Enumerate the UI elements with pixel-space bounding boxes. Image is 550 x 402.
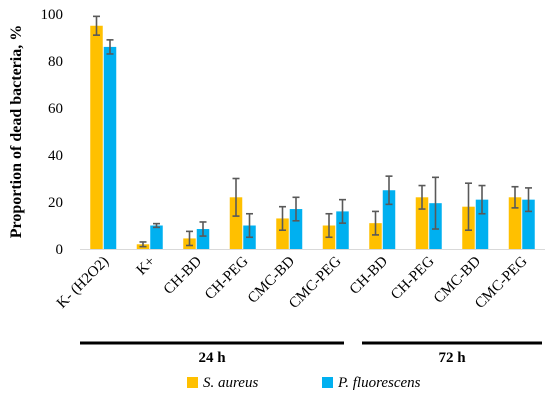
y-axis: 0 20 40 60 80 100 xyxy=(41,7,64,258)
y-tick-label: 20 xyxy=(48,195,63,211)
error-bar xyxy=(153,222,160,229)
y-tick-label: 40 xyxy=(48,148,63,164)
y-tick-label: 80 xyxy=(48,54,63,70)
error-bar xyxy=(232,177,240,217)
y-tick-label: 60 xyxy=(48,101,63,117)
error-bar xyxy=(292,196,300,222)
bar-p-fluorescens xyxy=(475,199,489,249)
error-bar xyxy=(339,198,346,224)
x-tick-label: CH-BD xyxy=(347,253,391,297)
error-bar xyxy=(139,241,147,248)
bars xyxy=(80,25,545,250)
bar-s-aureus xyxy=(229,197,243,249)
legend-label: P. fluorescens xyxy=(337,375,421,391)
x-tick-label: CH-BD xyxy=(161,253,205,297)
bar-s-aureus xyxy=(508,197,522,249)
error-bar xyxy=(325,212,333,239)
error-bar xyxy=(186,230,193,247)
bar-p-fluorescens xyxy=(103,46,117,250)
bar-s-aureus xyxy=(90,25,103,249)
legend-swatch xyxy=(187,377,198,388)
group-label: 24 h xyxy=(198,350,226,366)
legend-swatch xyxy=(322,377,333,388)
legend: S. aureus P. fluorescens xyxy=(187,375,421,391)
error-bar xyxy=(199,221,207,237)
error-bar xyxy=(465,182,472,231)
error-bar xyxy=(478,184,486,215)
error-bar xyxy=(511,185,519,209)
time-groups: 24 h 72 h xyxy=(80,341,542,366)
error-bar xyxy=(106,39,114,55)
error-bar xyxy=(93,15,100,36)
bar-s-aureus xyxy=(276,218,289,249)
error-bar xyxy=(279,205,286,231)
bar-p-fluorescens xyxy=(150,225,163,249)
group-label: 72 h xyxy=(438,350,466,366)
error-bar xyxy=(418,184,426,210)
error-bar xyxy=(525,187,532,213)
bar-p-fluorescens xyxy=(289,209,303,249)
error-bars xyxy=(93,15,532,248)
error-bar xyxy=(372,210,379,236)
x-tick-label: K- (H2O2) xyxy=(54,254,112,312)
bar-s-aureus xyxy=(415,197,429,249)
legend-label: S. aureus xyxy=(203,375,258,391)
y-axis-title: Proportion of dead bacteria, % xyxy=(8,25,25,238)
error-bar xyxy=(246,212,253,239)
bar-p-fluorescens xyxy=(196,229,210,249)
y-tick-label: 0 xyxy=(56,242,64,258)
bar-p-fluorescens xyxy=(336,211,349,249)
error-bar xyxy=(432,176,439,230)
x-tick-label: K+ xyxy=(134,254,159,279)
bar-s-aureus xyxy=(369,223,382,249)
error-bar xyxy=(385,175,393,206)
y-tick-label: 100 xyxy=(41,7,64,23)
